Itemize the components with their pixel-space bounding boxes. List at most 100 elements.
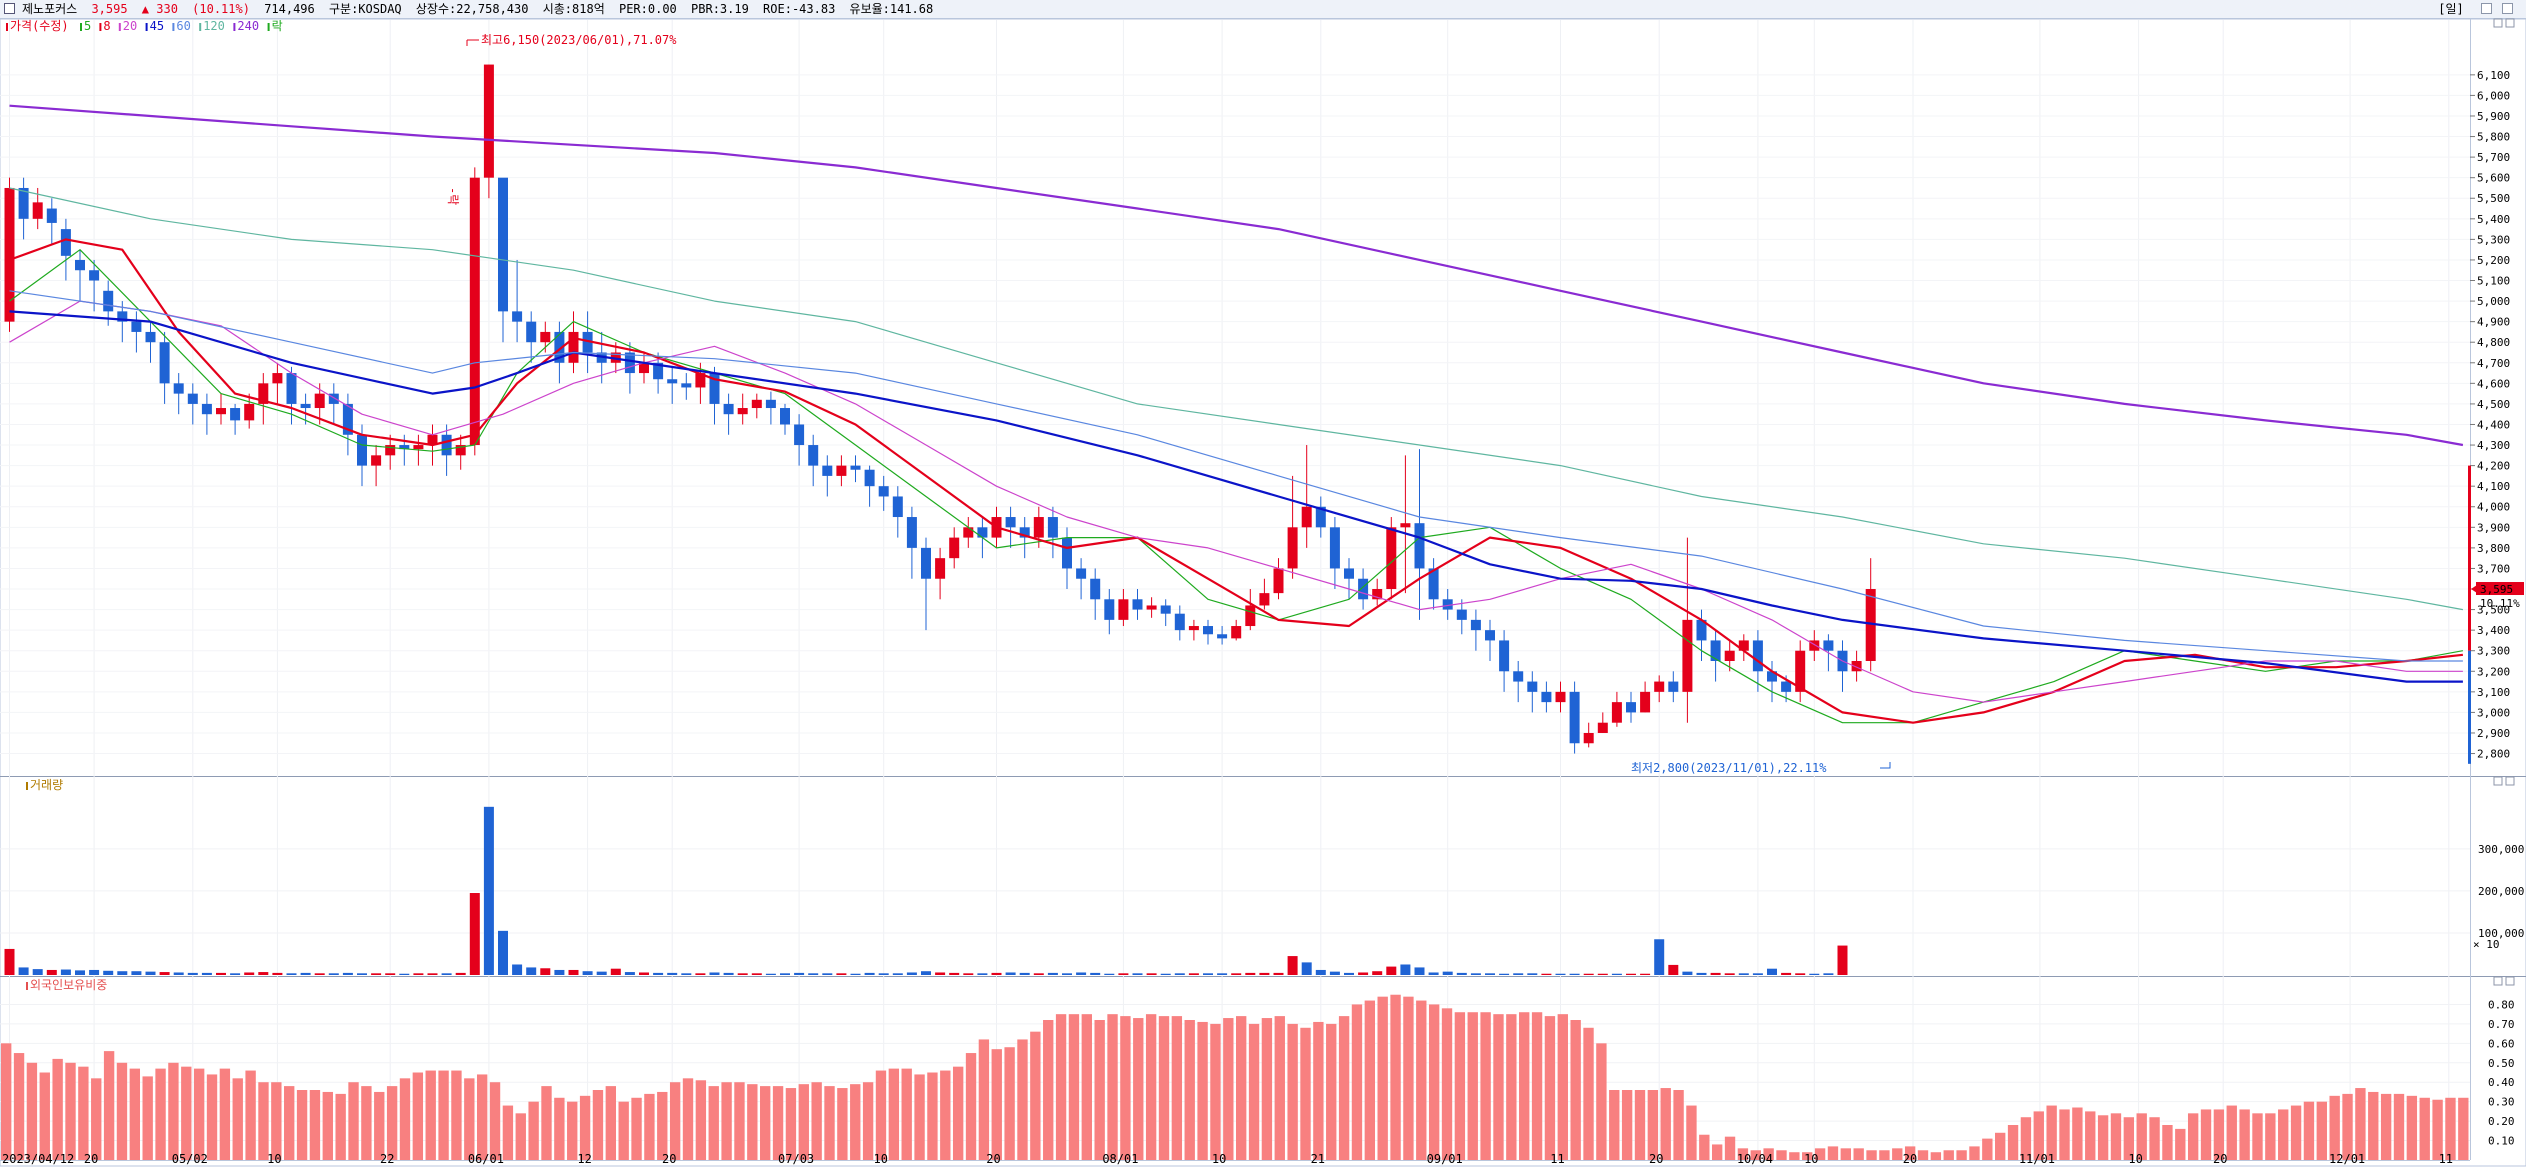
foreign-ratio-bar bbox=[927, 1072, 938, 1160]
foreign-ratio-bar bbox=[901, 1068, 912, 1160]
volume-bar bbox=[1724, 973, 1735, 975]
foreign-ratio-bar bbox=[2432, 1099, 2443, 1160]
foreign-ratio-bar bbox=[2239, 1109, 2250, 1160]
ma-legend-20: 20 bbox=[123, 19, 137, 33]
volume-bar bbox=[1005, 972, 1016, 975]
candle-body bbox=[794, 424, 805, 446]
price-tick-label: 2,900 bbox=[2477, 727, 2510, 740]
volume-bar bbox=[1386, 966, 1397, 975]
minimize-icon[interactable] bbox=[2481, 3, 2492, 14]
candle bbox=[822, 455, 833, 497]
candle-body bbox=[1301, 506, 1312, 528]
candle-body bbox=[1485, 630, 1495, 641]
period-selector[interactable]: [일] bbox=[2438, 2, 2464, 16]
ma-legend-swatch bbox=[233, 23, 236, 31]
panel-minimize-icon bbox=[2493, 18, 2503, 28]
foreign-ratio-bar bbox=[309, 1090, 321, 1160]
volume-bar bbox=[1259, 972, 1270, 975]
foreign-ratio-bar bbox=[1609, 1090, 1620, 1160]
volume-bar bbox=[1456, 972, 1467, 975]
x-tick-label: 10/04 bbox=[1737, 1152, 1773, 1166]
volume-bar bbox=[4, 948, 15, 975]
foreign-tick-label: 0.80 bbox=[2488, 998, 2515, 1011]
foreign-ratio-bar bbox=[476, 1074, 488, 1160]
foreign-ratio-bar bbox=[2020, 1117, 2032, 1160]
foreign-ratio-bar bbox=[2072, 1107, 2083, 1160]
foreign-ratio-bar bbox=[296, 1090, 308, 1160]
candle bbox=[512, 259, 523, 343]
volume-bar bbox=[709, 972, 720, 975]
price-change: ▲ 330 bbox=[141, 2, 178, 16]
candle bbox=[1809, 630, 1820, 661]
candle bbox=[780, 403, 790, 435]
foreign-ratio-bar bbox=[193, 1068, 205, 1160]
volume-bar bbox=[624, 972, 635, 975]
foreign-ratio-bar bbox=[1943, 1150, 1954, 1160]
volume-bar bbox=[935, 972, 946, 975]
x-tick-label: 20 bbox=[1649, 1152, 1663, 1166]
candle-body bbox=[117, 311, 128, 322]
volume-bar bbox=[892, 973, 903, 975]
price-tick-label: 5,400 bbox=[2477, 213, 2510, 226]
candle-body bbox=[1428, 568, 1439, 600]
candle bbox=[1273, 558, 1284, 600]
volume-bar bbox=[1442, 971, 1453, 975]
candle-body bbox=[1513, 671, 1524, 682]
foreign-ratio-bar bbox=[708, 1086, 719, 1160]
volume-bar bbox=[1062, 973, 1072, 975]
candle-body bbox=[173, 383, 184, 394]
foreign-ratio-legend: 외국인보유비중 bbox=[30, 978, 107, 992]
x-tick-label: 06/01 bbox=[468, 1152, 504, 1166]
foreign-ratio-bar bbox=[2393, 1093, 2405, 1160]
volume-bar bbox=[1090, 972, 1101, 975]
candle bbox=[794, 414, 805, 466]
x-tick-label: 12 bbox=[577, 1152, 591, 1166]
x-tick-label: 11 bbox=[1550, 1152, 1564, 1166]
foreign-ratio-bar bbox=[52, 1058, 63, 1160]
candle-body bbox=[1668, 681, 1679, 692]
market-cap: 시총:818억 bbox=[542, 2, 605, 16]
panel-close-icon bbox=[2505, 776, 2515, 786]
candle-body bbox=[1174, 613, 1185, 631]
candle bbox=[639, 352, 649, 384]
high-arrow bbox=[466, 39, 479, 46]
foreign-ratio-bar bbox=[2033, 1111, 2044, 1160]
candle bbox=[216, 393, 226, 425]
ma-legend-5: 5 bbox=[84, 19, 91, 33]
volume-bar bbox=[399, 973, 410, 975]
extra-legend: 락 bbox=[272, 19, 283, 33]
volume-bar bbox=[216, 972, 226, 975]
ma-legend-swatch bbox=[199, 23, 202, 31]
foreign-tick-label: 0.40 bbox=[2488, 1076, 2515, 1089]
per-value: PER:0.00 bbox=[618, 2, 677, 16]
foreign-ratio-bar bbox=[1596, 1043, 1607, 1160]
foreign-ratio-bar bbox=[451, 1070, 462, 1160]
candle bbox=[342, 393, 353, 456]
volume-legend-swatch bbox=[26, 782, 28, 790]
candle bbox=[1555, 681, 1566, 713]
price-panel-controls bbox=[2493, 18, 2515, 28]
volume-bar bbox=[32, 969, 43, 975]
candle-body bbox=[808, 445, 819, 466]
candle bbox=[935, 547, 946, 600]
foreign-ratio-bar bbox=[837, 1088, 848, 1160]
candle bbox=[878, 475, 889, 511]
foreign-ratio-bar bbox=[1338, 1016, 1350, 1160]
volume-bar bbox=[46, 969, 57, 975]
volume-bar bbox=[977, 973, 988, 975]
foreign-ratio-bar bbox=[78, 1066, 89, 1160]
menu-icon[interactable] bbox=[4, 3, 15, 14]
candle bbox=[1019, 517, 1030, 559]
price-tick-label: 4,600 bbox=[2477, 377, 2510, 390]
candle-body bbox=[75, 259, 85, 271]
candle-body bbox=[1767, 671, 1777, 682]
price-tick-label: 4,500 bbox=[2477, 398, 2510, 411]
foreign-ratio-bar bbox=[1055, 1014, 1067, 1160]
volume-bar bbox=[836, 973, 847, 975]
candle-body bbox=[286, 373, 297, 404]
maximize-icon[interactable] bbox=[2502, 3, 2513, 14]
foreign-ratio-bar bbox=[631, 1097, 642, 1160]
foreign-ratio-bar bbox=[2162, 1125, 2173, 1160]
price-tick-label: 3,800 bbox=[2477, 542, 2510, 555]
foreign-ratio-bar bbox=[1248, 1023, 1260, 1160]
